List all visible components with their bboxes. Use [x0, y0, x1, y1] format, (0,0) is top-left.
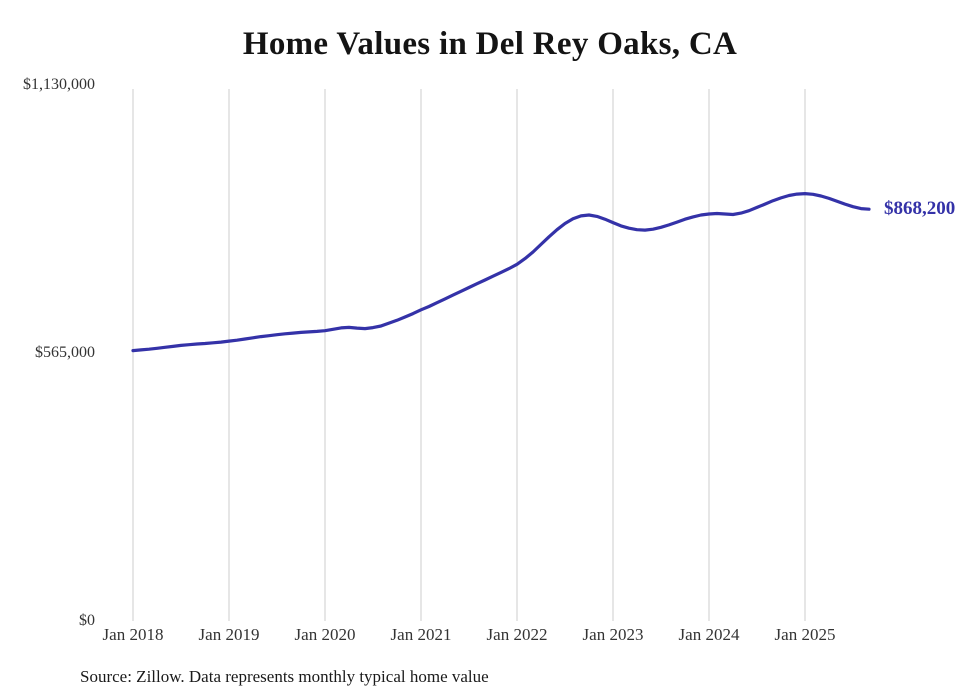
- current-value-label: $868,200: [884, 198, 956, 220]
- source-note: Source: Zillow. Data represents monthly …: [80, 667, 489, 686]
- home-value-series-line: [131, 192, 871, 353]
- chart-title: Home Values in Del Rey Oaks, CA: [242, 26, 738, 62]
